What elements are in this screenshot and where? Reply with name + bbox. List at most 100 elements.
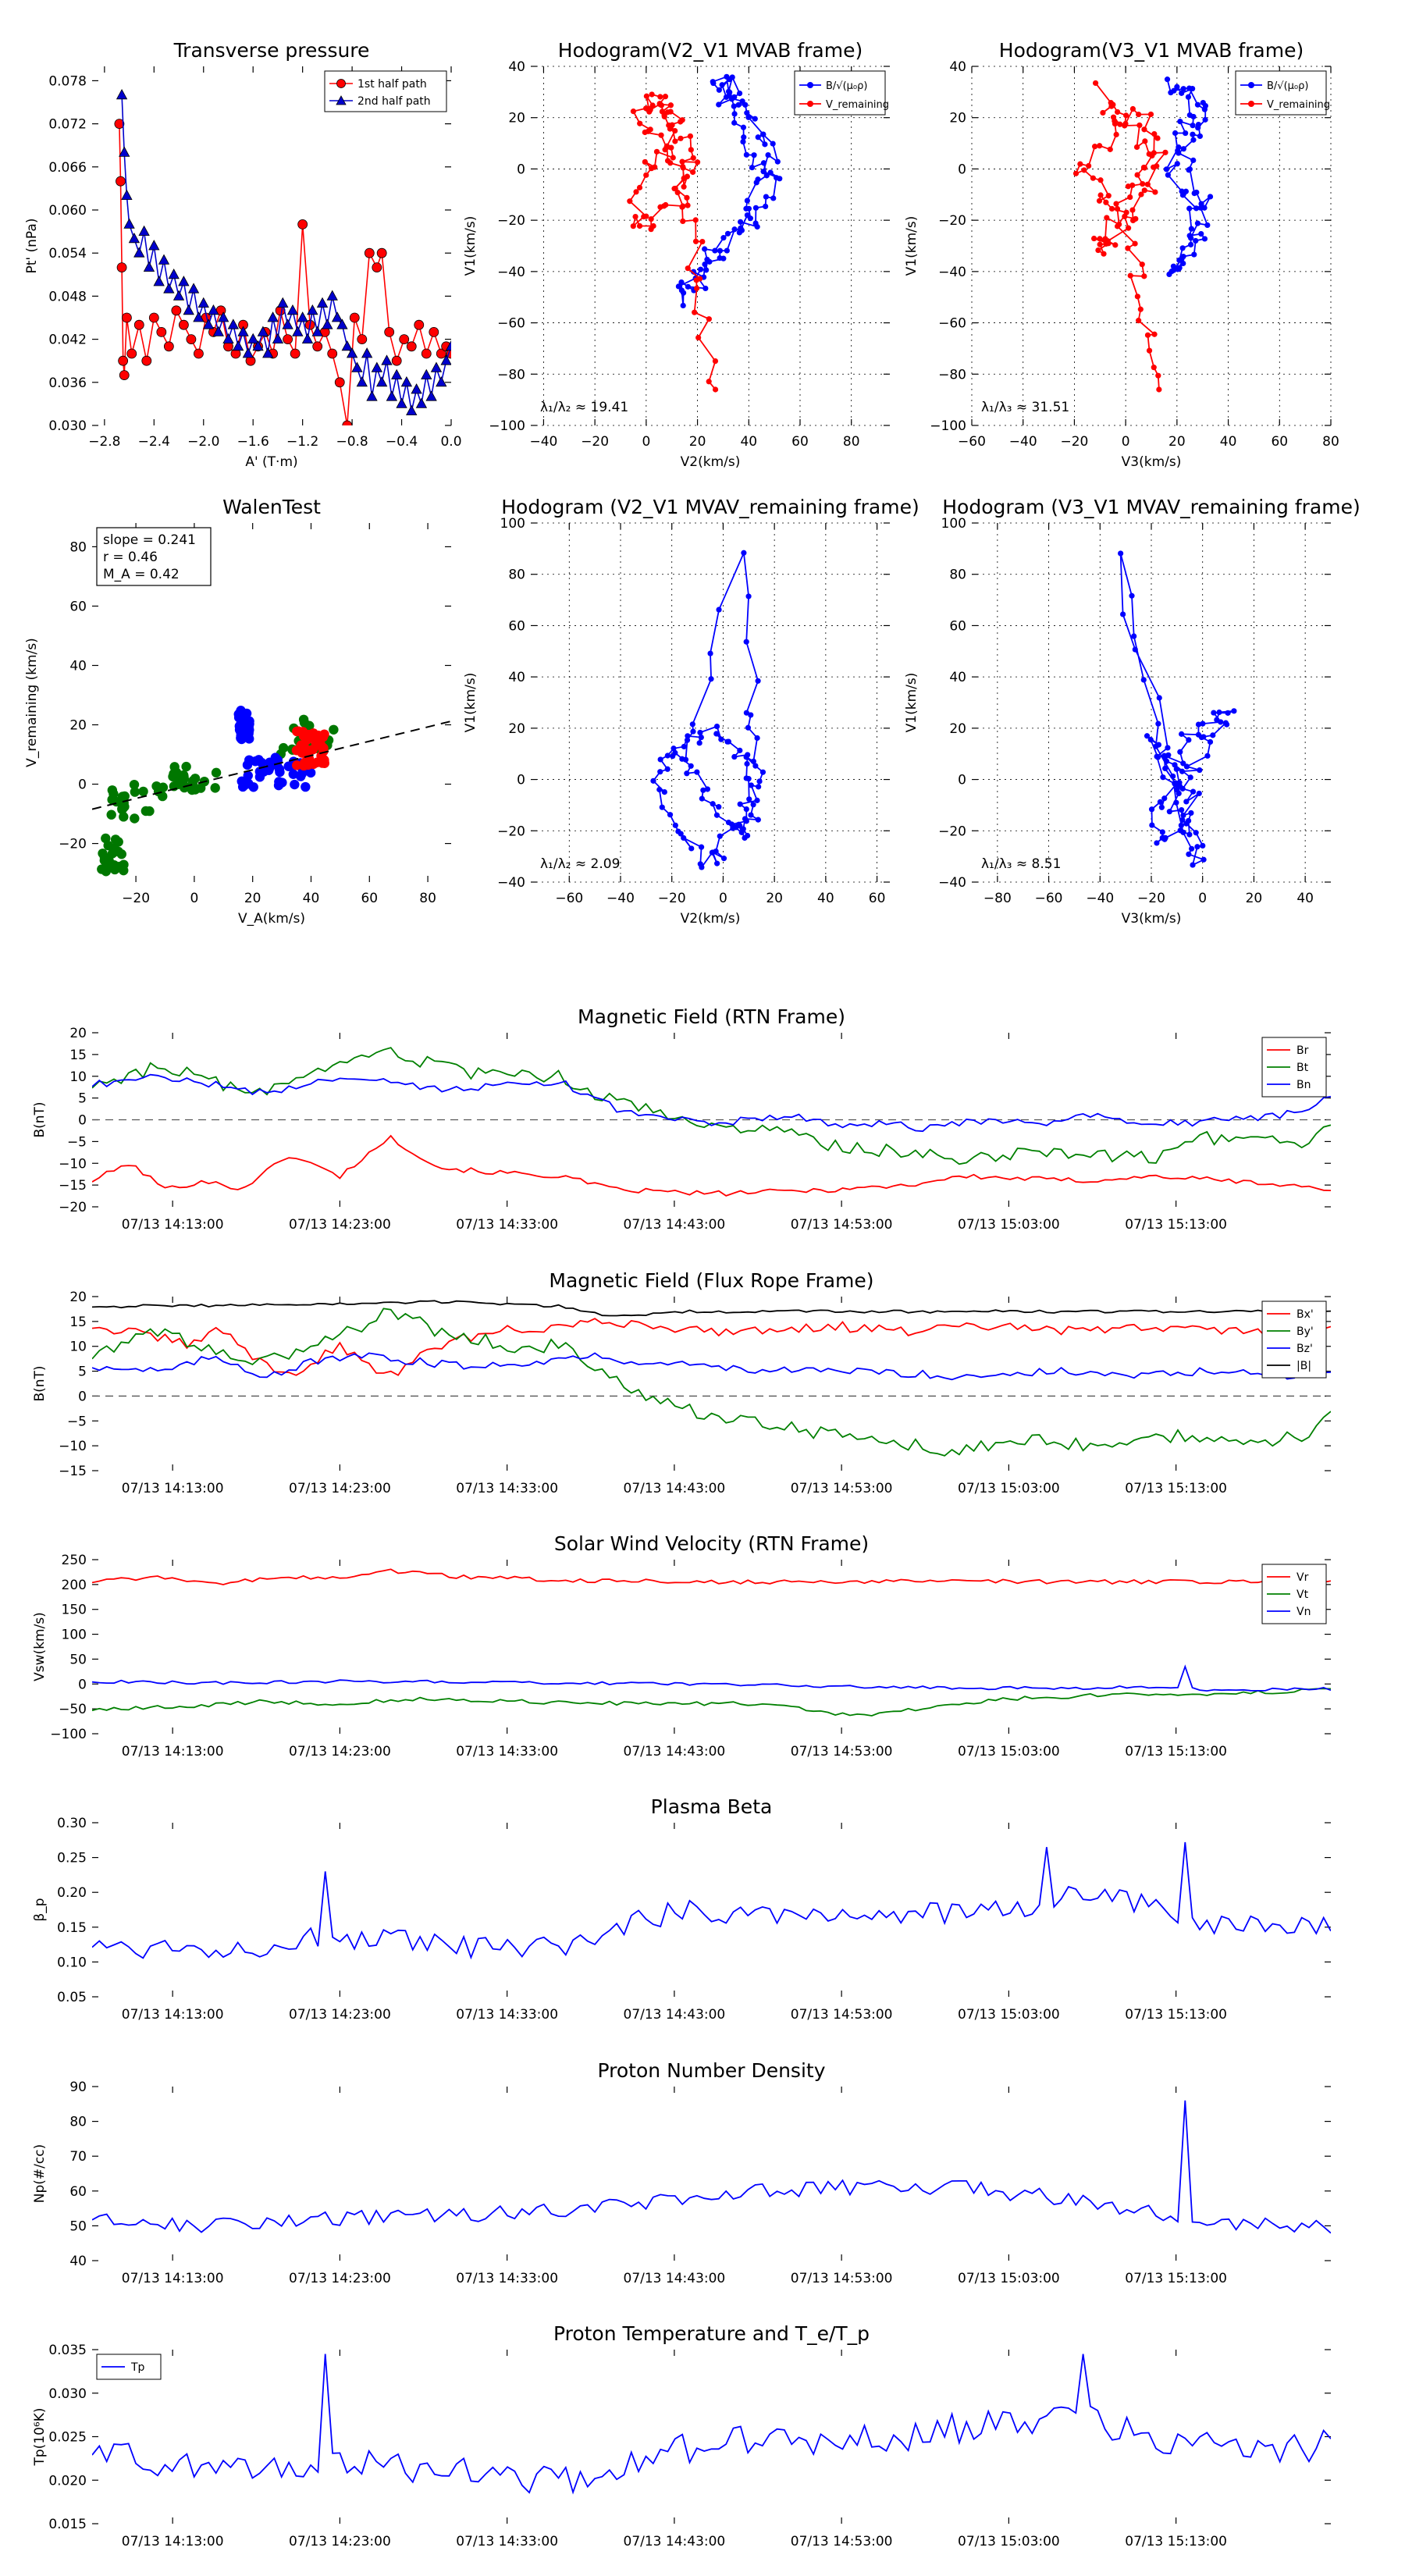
x-tick-label: 80	[843, 434, 860, 450]
data-point	[244, 755, 254, 765]
y-tick-label: 0	[78, 777, 87, 793]
data-point	[107, 849, 118, 859]
data-point	[1194, 101, 1201, 108]
x-tick-label: 80	[419, 891, 436, 906]
data-point	[693, 285, 700, 291]
data-point	[767, 169, 774, 176]
y-tick-label: 0.054	[48, 246, 87, 262]
x-tick-label: −20	[1137, 891, 1165, 906]
x-tick-label: 07/13 14:33:00	[456, 1217, 558, 1233]
data-point	[1180, 829, 1186, 835]
data-point	[1179, 188, 1185, 194]
data-point	[1180, 812, 1186, 819]
data-point	[376, 247, 387, 258]
data-point	[636, 184, 643, 190]
x-tick-label: 07/13 14:23:00	[289, 1481, 391, 1496]
data-point	[1190, 123, 1196, 129]
data-point	[1147, 111, 1154, 118]
data-point	[1197, 205, 1204, 211]
data-point	[247, 333, 259, 344]
data-point	[421, 368, 432, 380]
data-point	[664, 766, 670, 772]
x-tick-label: 07/13 15:13:00	[1125, 2534, 1227, 2549]
y-tick-label: 20	[69, 1290, 87, 1305]
data-point	[743, 151, 749, 158]
data-point	[1202, 102, 1208, 109]
data-point	[752, 763, 759, 769]
y-tick-label: 0	[517, 162, 525, 177]
data-point	[759, 131, 767, 137]
x-tick-label: 0	[719, 891, 727, 906]
y-tick-label: −20	[59, 837, 87, 852]
data-point	[1151, 130, 1158, 137]
data-point	[283, 334, 293, 345]
data-point	[672, 749, 678, 756]
x-tick-label: 07/13 14:53:00	[791, 2007, 893, 2023]
y-tick-label: 60	[69, 599, 87, 614]
data-point	[1198, 201, 1204, 207]
y-tick-label: 0.10	[57, 1955, 87, 1970]
data-point	[178, 319, 189, 330]
data-point	[1190, 157, 1197, 163]
data-point	[1100, 109, 1106, 116]
data-point	[415, 397, 428, 408]
data-point	[430, 361, 443, 372]
legend-marker	[1248, 101, 1254, 107]
data-point	[130, 813, 140, 824]
data-point	[1183, 130, 1189, 137]
data-point	[672, 138, 678, 144]
data-point	[178, 770, 189, 781]
data-point	[745, 724, 752, 731]
data-point	[720, 856, 727, 862]
data-point	[299, 760, 309, 771]
data-point	[1139, 262, 1145, 268]
series-line	[92, 1664, 1331, 1692]
legend-label: Bz'	[1297, 1343, 1313, 1355]
y-tick-label: 40	[69, 2254, 87, 2269]
data-point	[1108, 205, 1115, 212]
data-point	[744, 197, 750, 204]
y-tick-label: 0.030	[48, 2386, 87, 2402]
series-line	[1119, 553, 1235, 866]
data-point	[346, 347, 358, 358]
data-point	[1186, 112, 1193, 119]
y-tick-label: 0.025	[48, 2430, 87, 2446]
series-line	[92, 1073, 1331, 1133]
x-tick-label: 07/13 14:53:00	[791, 1744, 893, 1759]
data-point	[186, 334, 197, 345]
x-tick-label: 07/13 15:13:00	[1125, 1744, 1227, 1759]
data-point	[1171, 87, 1177, 94]
chart-title: Proton Number Density	[598, 2059, 826, 2082]
x-tick-label: 0	[1122, 434, 1130, 450]
data-point	[699, 238, 706, 245]
data-point	[724, 73, 730, 80]
data-point	[364, 247, 375, 258]
data-point	[243, 717, 253, 728]
y-tick-label: 0.020	[48, 2473, 87, 2489]
y-tick-label: 20	[69, 1026, 87, 1041]
data-point	[685, 733, 691, 739]
data-point	[656, 786, 663, 793]
data-point	[737, 823, 743, 829]
x-tick-label: −80	[984, 891, 1012, 906]
chart-title: Hodogram (V2_V1 MVAV_remaining frame)	[501, 496, 919, 518]
data-point	[331, 311, 343, 322]
data-point	[173, 290, 185, 301]
data-point	[292, 326, 304, 336]
data-point	[690, 269, 697, 275]
y-tick-label: 70	[69, 2149, 87, 2165]
data-point	[327, 348, 338, 359]
data-point	[286, 304, 299, 315]
data-point	[1186, 851, 1192, 857]
x-tick-label: 07/13 14:33:00	[456, 2271, 558, 2286]
y-tick-label: 50	[69, 1652, 87, 1667]
chart-title: Solar Wind Velocity (RTN Frame)	[554, 1532, 869, 1555]
y-tick-label: 0	[78, 1677, 87, 1692]
data-point	[752, 116, 758, 122]
data-point	[1107, 146, 1113, 152]
y-tick-label: −15	[59, 1464, 87, 1479]
data-point	[729, 74, 735, 80]
legend-label: Tp	[130, 2361, 145, 2374]
data-point	[736, 90, 743, 97]
data-point	[688, 763, 694, 769]
